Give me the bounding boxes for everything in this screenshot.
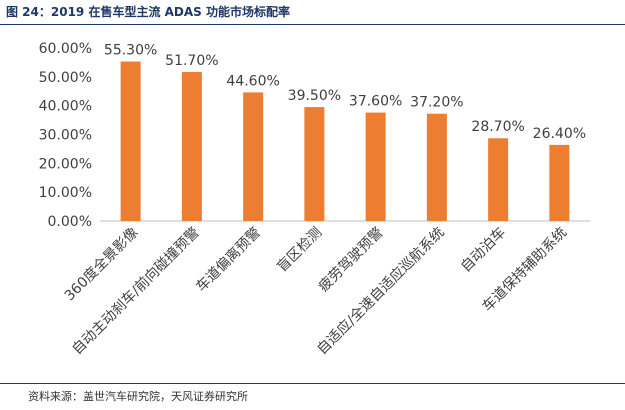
source-note: 资料来源：盖世汽车研究院，天风证券研究所	[28, 390, 248, 403]
bar	[365, 112, 386, 221]
bar	[549, 144, 570, 221]
footer-divider	[0, 383, 625, 384]
y-tick-label: 20.00%	[39, 156, 92, 172]
x-tick-label: 车道偏离预警	[193, 224, 264, 295]
y-tick-label: 50.00%	[39, 70, 92, 86]
data-label: 39.50%	[288, 88, 341, 104]
y-tick-label: 10.00%	[39, 185, 92, 201]
data-label: 37.60%	[349, 94, 402, 110]
data-label: 55.30%	[104, 43, 157, 59]
data-label: 28.70%	[471, 119, 524, 135]
data-label: 26.40%	[533, 126, 586, 142]
data-label: 44.60%	[226, 73, 279, 89]
bar	[120, 61, 141, 221]
y-tick-label: 60.00%	[39, 41, 92, 57]
x-tick-label: 自动泊车	[457, 224, 509, 276]
bar	[243, 92, 264, 221]
data-label: 37.20%	[410, 95, 463, 111]
y-tick-label: 40.00%	[39, 99, 92, 115]
bar	[181, 71, 202, 221]
figure-title: 图 24：2019 在售车型主流 ADAS 功能市场标配率	[6, 5, 290, 19]
bar	[426, 113, 447, 221]
data-label: 51.70%	[165, 53, 218, 69]
y-tick-label: 0.00%	[48, 214, 92, 230]
title-divider	[0, 24, 625, 25]
bar-chart: 0.00% 10.00% 20.00% 30.00% 40.00% 50.00% 60.00…	[39, 41, 590, 358]
x-tick-label: 自动主动刹车/前向碰撞预警	[69, 224, 203, 358]
bar	[488, 138, 509, 221]
bar	[304, 107, 325, 221]
y-tick-label: 30.00%	[39, 128, 92, 144]
x-tick-label: 自适应/全速自适应巡航系统	[314, 224, 448, 358]
x-tick-label: 盲区检测	[274, 224, 326, 276]
